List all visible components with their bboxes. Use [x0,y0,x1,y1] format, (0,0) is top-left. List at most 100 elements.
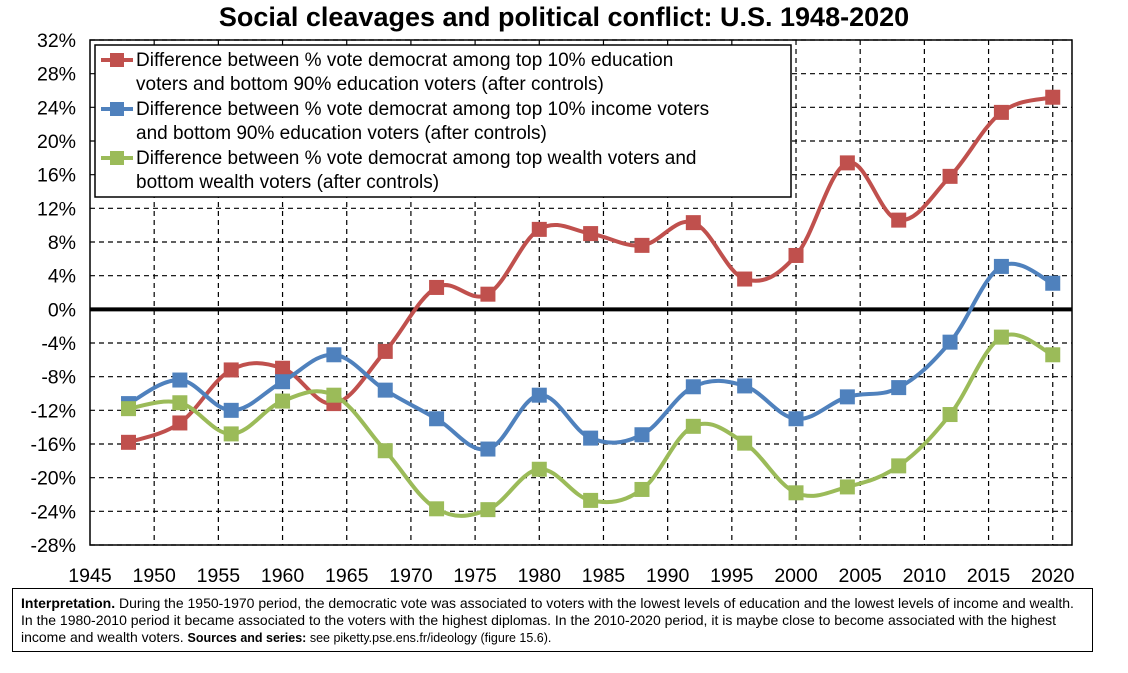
y-tick-label: -20% [30,468,76,490]
data-point [480,286,496,302]
data-point [172,372,188,388]
legend-label: Difference between % vote democrat among… [136,148,696,169]
y-tick-label: 8% [48,232,76,254]
x-axis-tick-labels: 1945 1950 1955 1960 1965 1970 1975 1980 1985 1990… [68,565,1074,587]
series-3 [121,329,1061,518]
data-point [1045,347,1061,363]
data-point [839,389,855,405]
x-tick-label: 1975 [453,565,497,587]
interpretation-label: Interpretation. [21,595,116,611]
data-point [737,435,753,451]
data-point [583,492,599,508]
data-point [223,402,239,418]
data-point [377,443,393,459]
data-point [583,430,599,446]
x-tick-label: 1970 [389,565,433,587]
chart-title: Social cleavages and political conflict:… [218,2,910,32]
data-point [993,104,1009,120]
data-point [531,461,547,477]
legend-swatch-marker [110,151,124,165]
data-point [326,387,342,403]
data-point [377,343,393,359]
data-point [891,380,907,396]
x-tick-label: 1980 [518,565,562,587]
data-point [275,360,291,376]
x-tick-label: 1995 [710,565,754,587]
data-point [839,155,855,171]
y-axis-tick-labels: -28% -24% -20% -16% -12% -8% -4% 0% 4% 8% 12% 16% 20… [30,30,76,557]
series-2 [121,258,1061,457]
legend-swatch-marker [110,102,124,116]
data-point [891,458,907,474]
interpretation-note: Interpretation. During the 1950-1970 per… [12,588,1093,652]
plot-frame [89,39,1073,546]
data-point [942,407,958,423]
data-point [942,334,958,350]
data-point [377,382,393,398]
data-point [583,226,599,242]
data-point [121,434,137,450]
data-point [737,271,753,287]
series-line [127,261,1054,452]
data-point [172,395,188,411]
y-tick-label: -28% [30,535,76,557]
data-point [531,221,547,237]
data-series [121,89,1061,518]
legend-label: and bottom 90% education voters (after c… [136,123,547,144]
y-tick-label: -4% [41,333,76,355]
data-point [993,329,1009,345]
data-point [634,481,650,497]
x-tick-label: 2010 [903,565,947,587]
x-tick-label: 1955 [197,565,241,587]
data-point [839,479,855,495]
y-tick-label: -24% [30,501,76,523]
y-tick-label: 4% [48,266,76,288]
x-tick-label: 1990 [646,565,690,587]
data-point [121,401,137,417]
series-line [128,332,1054,518]
interpretation-text: During the 1950-1970 period, the democra… [21,595,1074,645]
y-tick-label: -12% [30,400,76,422]
data-point [480,441,496,457]
data-point [891,212,907,228]
legend: Difference between % vote democrat among… [94,44,792,198]
data-point [172,415,188,431]
y-tick-label: 16% [37,165,76,187]
data-point [993,258,1009,274]
y-tick-label: 20% [37,131,76,153]
legend-label: voters and bottom 90% education voters (… [136,74,604,95]
y-tick-label: -16% [30,434,76,456]
x-tick-label: 1960 [261,565,305,587]
x-tick-label: 2020 [1031,565,1075,587]
y-tick-label: 28% [37,64,76,86]
data-point [275,393,291,409]
data-point [531,387,547,403]
data-point [429,501,445,517]
x-tick-label: 2000 [774,565,818,587]
legend-label: Difference between % vote democrat among… [136,99,709,120]
data-point [326,347,342,363]
data-point [223,362,239,378]
data-point [737,378,753,394]
x-tick-label: 2015 [967,565,1011,587]
legend-swatch-marker [110,53,124,67]
data-point [429,411,445,427]
y-tick-label: 24% [37,97,76,119]
data-point [429,279,445,295]
y-tick-label: 0% [48,299,76,321]
legend-label: bottom wealth voters (after controls) [136,172,439,193]
data-point [788,411,804,427]
data-point [634,427,650,443]
data-point [788,485,804,501]
sources-label: Sources and series: [187,631,307,645]
data-point [480,502,496,518]
data-point [685,418,701,434]
data-point [942,168,958,184]
data-point [223,426,239,442]
y-tick-label: 12% [37,198,76,220]
sources-text: see piketty.pse.ens.fr/ideology (figure … [306,631,552,645]
data-point [685,215,701,231]
plot-border [89,39,1073,546]
x-tick-label: 1965 [325,565,369,587]
x-tick-label: 1950 [132,565,176,587]
